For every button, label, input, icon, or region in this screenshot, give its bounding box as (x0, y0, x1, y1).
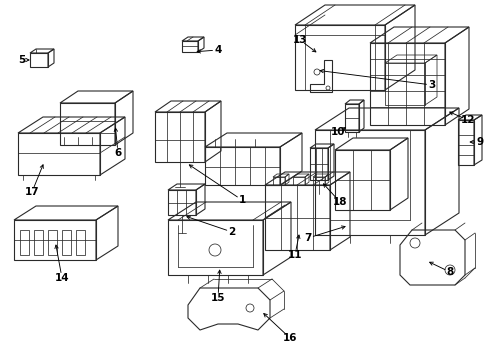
Text: 15: 15 (210, 293, 225, 303)
Text: 17: 17 (24, 187, 39, 197)
Text: 14: 14 (55, 273, 69, 283)
Text: 5: 5 (19, 55, 25, 65)
Text: 12: 12 (460, 115, 474, 125)
Text: 16: 16 (282, 333, 297, 343)
Text: 11: 11 (287, 250, 302, 260)
Text: 13: 13 (292, 35, 306, 45)
Text: 9: 9 (475, 137, 483, 147)
Text: 1: 1 (238, 195, 245, 205)
Text: 6: 6 (114, 148, 122, 158)
Text: 8: 8 (446, 267, 453, 277)
Text: 3: 3 (427, 80, 435, 90)
Text: 2: 2 (228, 227, 235, 237)
Text: 18: 18 (332, 197, 346, 207)
Text: 4: 4 (214, 45, 221, 55)
Text: 7: 7 (304, 233, 311, 243)
Text: 10: 10 (330, 127, 345, 137)
